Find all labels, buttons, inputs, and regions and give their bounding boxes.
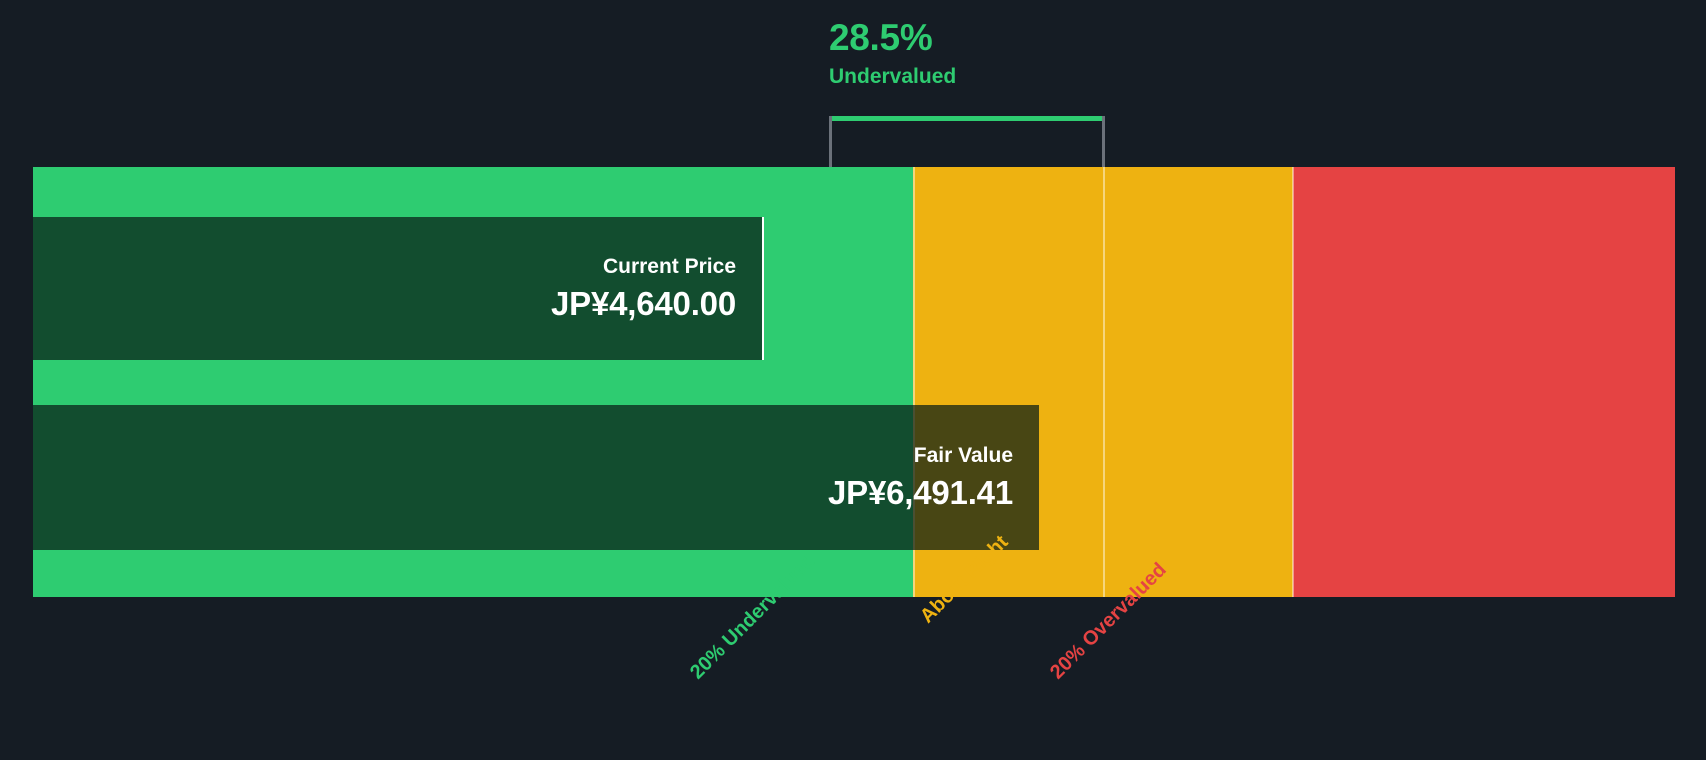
fair-value-bar[interactable]: Fair Value JP¥6,491.41 — [33, 405, 1039, 550]
valuation-callout: 28.5% Undervalued — [829, 18, 956, 90]
band-strip: Current Price JP¥4,640.00 Fair Value JP¥… — [33, 167, 1675, 597]
fair-value-label: Fair Value — [913, 443, 1013, 467]
bracket-top-line — [829, 116, 1105, 121]
current-price-value: JP¥4,640.00 — [551, 284, 736, 322]
bracket-leg-current-price — [829, 116, 832, 168]
valuation-bracket — [829, 116, 1105, 168]
tick-line-about-right — [1103, 167, 1105, 597]
tick-line-20-undervalued — [913, 167, 915, 597]
current-price-label: Current Price — [602, 254, 736, 278]
discount-percent: 28.5% — [829, 17, 933, 58]
tick-line-20-overvalued — [1292, 167, 1294, 597]
current-price-bar[interactable]: Current Price JP¥4,640.00 — [33, 217, 764, 360]
band-overvalued — [1293, 167, 1675, 597]
bracket-leg-fair-value — [1102, 116, 1105, 168]
fair-value-value: JP¥6,491.41 — [828, 473, 1013, 511]
valuation-state-label: Undervalued — [829, 65, 957, 88]
